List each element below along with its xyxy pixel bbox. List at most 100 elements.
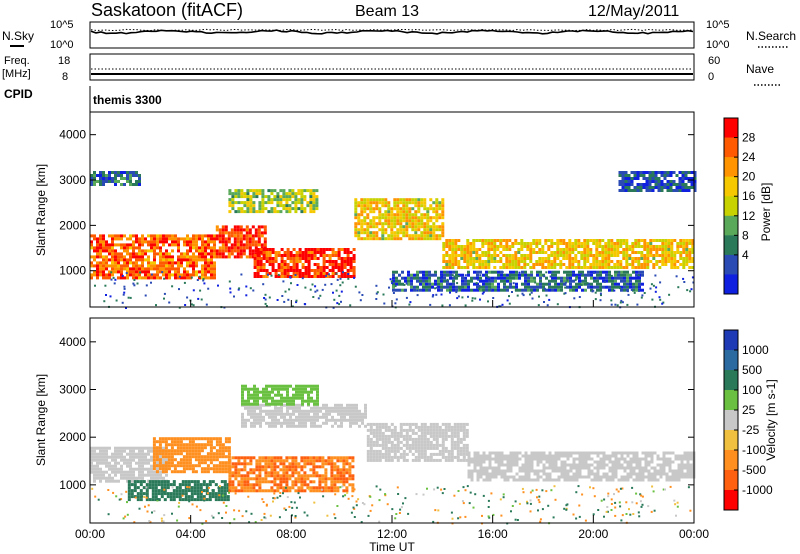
heatmap-cell xyxy=(117,261,120,265)
heatmap-cell xyxy=(147,479,150,483)
heatmap-cell xyxy=(635,288,638,292)
heatmap-cell xyxy=(138,470,141,474)
heatmap-cell xyxy=(291,471,295,475)
heatmap-cell xyxy=(204,234,207,238)
heatmap-cell xyxy=(446,288,449,292)
heatmap-cell xyxy=(189,246,192,250)
heatmap-cell xyxy=(450,443,454,447)
heatmap-cell xyxy=(227,246,231,250)
heatmap-cell xyxy=(117,255,120,259)
heatmap-cell xyxy=(351,456,355,460)
heatmap-cell xyxy=(354,231,358,235)
heatmap-cell xyxy=(414,198,418,202)
heatmap-cell xyxy=(96,473,99,477)
heatmap-cell xyxy=(270,465,274,469)
heatmap-cell xyxy=(215,237,219,241)
heatmap-cell xyxy=(586,248,590,251)
heatmap-cell xyxy=(631,245,635,248)
heatmap-cell xyxy=(99,246,102,250)
heatmap-cell xyxy=(292,266,296,269)
heatmap-cell xyxy=(578,285,581,289)
heatmap-cell xyxy=(315,474,319,478)
heatmap-cell xyxy=(241,412,244,416)
heatmap-cell xyxy=(545,475,549,479)
heatmap-cell xyxy=(270,207,274,211)
heatmap-cell xyxy=(252,192,256,196)
heatmap-cell xyxy=(571,260,575,263)
heatmap-cell xyxy=(462,431,466,435)
heatmap-cell xyxy=(306,474,310,478)
heatmap-cell xyxy=(319,275,323,278)
heatmap-cell xyxy=(102,270,105,274)
heatmap-cell xyxy=(553,251,557,254)
heatmap-cell xyxy=(280,257,284,260)
heatmap-cell xyxy=(366,198,370,202)
heatmap-cell xyxy=(484,263,488,266)
heatmap-cell xyxy=(435,219,439,223)
heatmap-cell xyxy=(617,466,621,470)
heatmap-cell xyxy=(199,495,203,499)
heatmap-cell xyxy=(274,421,277,425)
heatmap-cell xyxy=(193,489,197,493)
heatmap-cell xyxy=(574,248,578,251)
heatmap-cell xyxy=(159,270,162,274)
heatmap-cell xyxy=(639,189,643,192)
heatmap-cell xyxy=(661,251,665,254)
heatmap-cell xyxy=(529,260,533,263)
heatmap-cell xyxy=(307,260,311,263)
heatmap-cell xyxy=(229,291,232,294)
heatmap-cell xyxy=(123,276,126,280)
heatmap-cell xyxy=(236,231,240,235)
heatmap-cell xyxy=(153,473,156,477)
heatmap-cell xyxy=(457,295,460,298)
heatmap-cell xyxy=(127,498,131,502)
heatmap-cell xyxy=(530,273,533,277)
heatmap-cell xyxy=(334,403,337,407)
heatmap-cell xyxy=(318,456,322,460)
heatmap-cell xyxy=(484,242,488,245)
heatmap-cell xyxy=(414,216,418,220)
heatmap-cell xyxy=(618,180,622,183)
heatmap-cell xyxy=(467,295,469,298)
heatmap-cell xyxy=(614,454,618,458)
heatmap-cell xyxy=(598,254,602,257)
heatmap-cell xyxy=(618,189,622,192)
heatmap-cell xyxy=(675,183,679,186)
heatmap-cell xyxy=(419,276,422,280)
heatmap-cell xyxy=(408,443,412,447)
heatmap-cell xyxy=(402,207,406,211)
heatmap-cell xyxy=(431,282,434,286)
heatmap-cell xyxy=(162,234,165,238)
heatmap-cell xyxy=(338,294,341,297)
heatmap-cell xyxy=(126,270,129,274)
heatmap-cell xyxy=(613,245,617,248)
heatmap-cell xyxy=(666,189,670,192)
heatmap-cell xyxy=(289,266,293,269)
heatmap-cell xyxy=(619,287,621,290)
heatmap-cell xyxy=(363,207,367,211)
heatmap-cell xyxy=(366,434,370,438)
heatmap-cell xyxy=(551,469,555,473)
heatmap-cell xyxy=(328,412,331,416)
heatmap-cell xyxy=(154,486,158,490)
heatmap-cell xyxy=(256,263,260,266)
heatmap-cell xyxy=(669,183,673,186)
heatmap-cell xyxy=(285,465,289,469)
heatmap-cell xyxy=(175,489,179,493)
heatmap-cell xyxy=(117,446,120,450)
heatmap-cell xyxy=(411,207,415,211)
heatmap-cell xyxy=(252,477,256,481)
heatmap-cell xyxy=(255,468,259,472)
heatmap-cell xyxy=(595,242,599,245)
heatmap-cell xyxy=(322,415,325,419)
heatmap-cell xyxy=(446,282,449,286)
heatmap-cell xyxy=(319,266,323,269)
heatmap-cell xyxy=(509,466,513,470)
heatmap-cell xyxy=(499,266,503,269)
heatmap-cell xyxy=(402,213,406,217)
heatmap-cell xyxy=(126,458,129,462)
heatmap-cell xyxy=(243,456,247,460)
heatmap-cell xyxy=(240,474,244,478)
heatmap-cell xyxy=(264,462,268,466)
heatmap-cell xyxy=(461,285,464,289)
